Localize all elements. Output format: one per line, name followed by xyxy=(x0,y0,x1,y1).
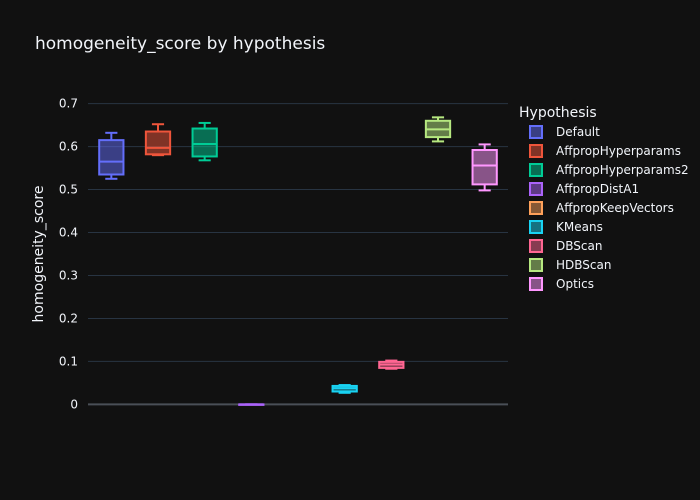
y-tick-label: 0.5 xyxy=(59,183,78,197)
legend-swatch xyxy=(529,220,543,234)
legend-item-label: Optics xyxy=(556,277,594,291)
legend-swatch xyxy=(529,182,543,196)
legend-item-label: KMeans xyxy=(556,220,603,234)
y-tick-label: 0.2 xyxy=(59,311,78,325)
legend-swatch xyxy=(529,239,543,253)
y-tick-label: 0.3 xyxy=(59,268,78,282)
y-tick-label: 0 xyxy=(70,397,78,411)
box-optics xyxy=(471,149,498,186)
legend-item-label: Default xyxy=(556,125,600,139)
box-affprophyperparams xyxy=(144,130,172,156)
legend-item-label: AffpropDistA1 xyxy=(556,182,639,196)
legend-item-label: HDBScan xyxy=(556,258,611,272)
y-tick-label: 0.1 xyxy=(59,354,78,368)
legend-swatch xyxy=(529,258,543,272)
box-affprophyperparams2 xyxy=(191,127,218,158)
legend-item-label: AffpropKeepVectors xyxy=(556,201,674,215)
y-tick-label: 0.7 xyxy=(59,97,78,111)
y-tick-label: 0.6 xyxy=(59,140,78,154)
chart-title: homogeneity_score by hypothesis xyxy=(35,34,326,54)
y-tick-label: 0.4 xyxy=(59,226,78,240)
legend-title: Hypothesis xyxy=(519,105,597,121)
legend-swatch xyxy=(529,163,543,177)
box-default xyxy=(98,139,125,176)
legend-swatch xyxy=(529,277,543,291)
y-axis-label: homogeneity_score xyxy=(31,186,47,323)
legend-swatch xyxy=(529,201,543,215)
legend-item-label: AffpropHyperparams2 xyxy=(556,163,689,177)
legend-item-label: AffpropHyperparams xyxy=(556,144,681,158)
legend-swatch xyxy=(529,125,543,139)
legend-swatch xyxy=(529,144,543,158)
legend-item-label: DBScan xyxy=(556,239,602,253)
